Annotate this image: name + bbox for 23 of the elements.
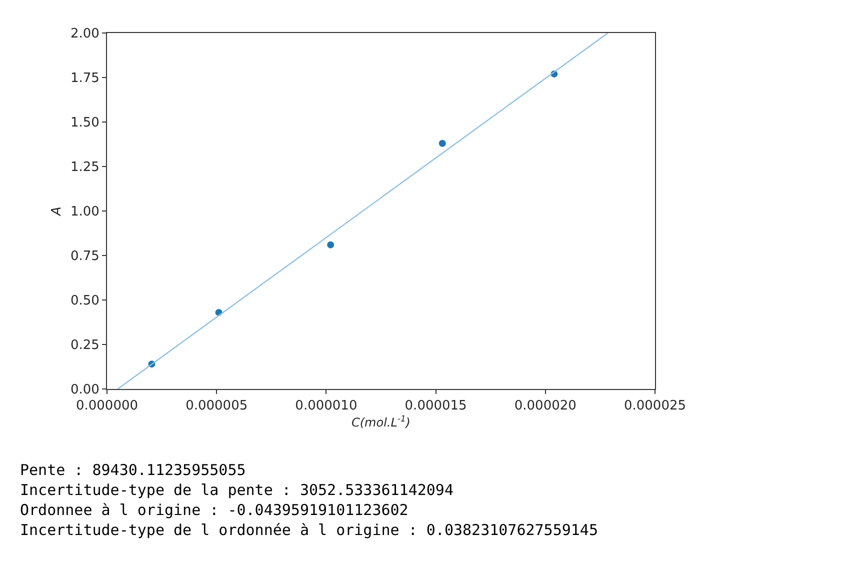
y-axis-title: A: [49, 206, 64, 216]
text: Incertitude-type de l ordonnée à l origine : 0.03823107627559145: [20, 521, 598, 539]
text: Ordonnee à l origine : -0.04395919101123602: [20, 501, 408, 519]
x-tick-label: 0.000000: [76, 398, 138, 414]
x-tick-label: 0.000025: [624, 398, 686, 414]
x-axis-title: C(mol.L$^{-1}$): [352, 414, 410, 430]
x-tick-label: 0.000005: [186, 398, 248, 414]
y-tick-label: 0.00: [70, 382, 100, 398]
text: Pente : 89430.11235955055: [20, 461, 246, 479]
y-tick-label: 0.50: [70, 294, 100, 309]
x-tick-label: 0.000015: [404, 398, 467, 414]
y-tick-label: 1.50: [70, 116, 100, 131]
y-tick-label: 0.75: [70, 249, 100, 264]
y-tick-label: 1.00: [70, 204, 100, 220]
point: [438, 140, 446, 147]
y-tick-label: 2.00: [70, 26, 100, 42]
point: [327, 241, 334, 248]
x-tick-label: 0.000020: [514, 398, 576, 414]
y-tick-label: 1.75: [70, 71, 100, 86]
text: Incertitude-type de la pente : 3052.533361142094: [20, 481, 454, 499]
y-tick-label: 0.25: [70, 338, 100, 354]
y-tick-label: 1.25: [70, 160, 100, 176]
x-tick-label: 0.000010: [295, 398, 358, 414]
